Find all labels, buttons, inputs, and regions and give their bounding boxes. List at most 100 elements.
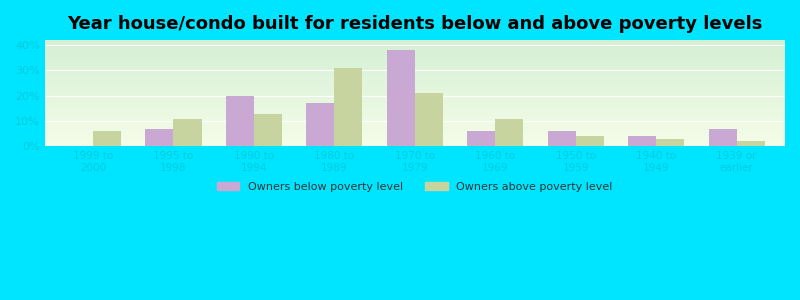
Bar xyxy=(45,141,785,142)
Bar xyxy=(45,62,785,64)
Bar xyxy=(45,90,785,91)
Bar xyxy=(495,118,523,146)
Bar xyxy=(174,118,202,146)
Bar xyxy=(467,131,495,146)
Bar xyxy=(45,76,785,77)
Bar xyxy=(45,45,785,46)
Bar xyxy=(45,121,785,122)
Bar xyxy=(45,87,785,88)
Bar xyxy=(656,139,685,146)
Bar xyxy=(146,129,174,146)
Bar xyxy=(45,70,785,71)
Bar xyxy=(45,43,785,44)
Bar xyxy=(45,105,785,106)
Bar xyxy=(45,122,785,123)
Bar xyxy=(45,113,785,115)
Bar xyxy=(737,141,765,146)
Bar xyxy=(45,92,785,93)
Bar xyxy=(45,51,785,52)
Bar xyxy=(45,64,785,66)
Bar xyxy=(45,61,785,62)
Bar xyxy=(45,44,785,45)
Bar xyxy=(45,118,785,119)
Bar xyxy=(709,129,737,146)
Bar xyxy=(45,101,785,102)
Bar xyxy=(45,100,785,101)
Bar xyxy=(45,50,785,51)
Bar xyxy=(93,131,121,146)
Bar xyxy=(45,57,785,58)
Bar xyxy=(45,58,785,59)
Bar xyxy=(45,123,785,124)
Bar xyxy=(386,50,415,146)
Bar xyxy=(45,91,785,92)
Bar xyxy=(45,110,785,111)
Title: Year house/condo built for residents below and above poverty levels: Year house/condo built for residents bel… xyxy=(67,15,762,33)
Bar xyxy=(45,119,785,120)
Bar xyxy=(45,95,785,97)
Bar xyxy=(45,67,785,68)
Bar xyxy=(45,94,785,95)
Bar xyxy=(45,111,785,112)
Bar xyxy=(45,48,785,49)
Bar xyxy=(45,78,785,80)
Bar xyxy=(45,133,785,134)
Bar xyxy=(45,103,785,104)
Bar xyxy=(415,93,443,146)
Bar xyxy=(45,135,785,136)
Bar xyxy=(45,53,785,54)
Bar xyxy=(45,54,785,55)
Bar xyxy=(45,88,785,89)
Bar xyxy=(45,59,785,60)
Bar xyxy=(45,139,785,140)
Bar xyxy=(45,120,785,121)
Bar xyxy=(45,40,785,41)
Bar xyxy=(45,124,785,125)
Bar xyxy=(45,109,785,110)
Bar xyxy=(45,46,785,48)
Bar xyxy=(45,143,785,144)
Bar xyxy=(45,55,785,56)
Bar xyxy=(45,77,785,78)
Bar xyxy=(45,138,785,139)
Bar xyxy=(45,82,785,83)
Bar xyxy=(45,132,785,133)
Bar xyxy=(45,89,785,90)
Bar xyxy=(45,66,785,67)
Bar xyxy=(45,97,785,98)
Bar xyxy=(45,41,785,42)
Bar xyxy=(254,113,282,146)
Bar xyxy=(45,108,785,109)
Bar xyxy=(45,112,785,113)
Bar xyxy=(45,93,785,94)
Bar xyxy=(45,60,785,62)
Bar xyxy=(45,137,785,138)
Bar xyxy=(45,140,785,141)
Bar xyxy=(45,116,785,117)
Bar xyxy=(45,142,785,143)
Bar xyxy=(45,86,785,87)
Bar xyxy=(45,134,785,135)
Bar xyxy=(45,136,785,137)
Bar xyxy=(547,131,576,146)
Bar xyxy=(45,72,785,73)
Bar xyxy=(45,98,785,99)
Bar xyxy=(45,106,785,107)
Bar xyxy=(45,107,785,108)
Bar xyxy=(45,52,785,53)
Bar xyxy=(45,80,785,82)
Bar xyxy=(45,117,785,118)
Bar xyxy=(45,130,785,132)
Bar xyxy=(45,82,785,84)
Bar xyxy=(45,126,785,127)
Bar xyxy=(306,103,334,146)
Bar xyxy=(45,115,785,116)
Bar xyxy=(226,96,254,146)
Bar xyxy=(45,99,785,100)
Bar xyxy=(628,136,656,146)
Legend: Owners below poverty level, Owners above poverty level: Owners below poverty level, Owners above… xyxy=(212,177,618,196)
Bar xyxy=(45,84,785,85)
Bar xyxy=(45,104,785,105)
Bar xyxy=(45,125,785,126)
Bar xyxy=(45,49,785,50)
